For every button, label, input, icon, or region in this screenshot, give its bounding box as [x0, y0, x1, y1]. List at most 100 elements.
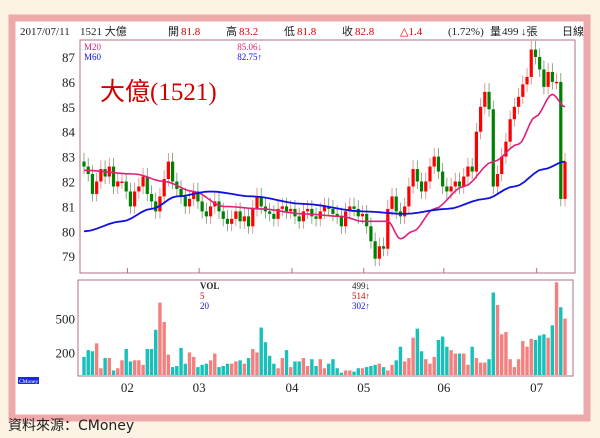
volume-bar — [86, 350, 90, 375]
volume-bar — [546, 337, 550, 375]
volume-bar — [120, 360, 124, 375]
candle — [149, 193, 154, 202]
volume-bar — [229, 363, 234, 375]
price-panel — [79, 39, 576, 274]
price-tick-label: 82 — [62, 175, 75, 190]
candle — [272, 213, 276, 219]
volume-bar — [124, 349, 128, 375]
ma60-legend-label: M60 — [84, 52, 102, 62]
low-label: 低 — [284, 25, 295, 38]
month-label: 02 — [121, 380, 134, 395]
candle — [474, 131, 478, 172]
price-tick-label: 79 — [62, 249, 75, 264]
volume-bar — [149, 349, 154, 375]
volume-bar — [242, 363, 247, 375]
volume-bar — [369, 365, 373, 375]
volume-bar — [559, 307, 563, 375]
volume-bar — [225, 363, 230, 375]
candle — [457, 181, 462, 187]
volume-bar — [284, 350, 289, 375]
candle — [365, 213, 369, 227]
candle — [432, 156, 436, 167]
candle — [559, 81, 563, 199]
volume-bar — [483, 362, 487, 375]
candle — [82, 161, 86, 167]
volume-bar — [343, 370, 348, 375]
volume-bar — [339, 372, 344, 375]
volume-bar — [407, 358, 411, 375]
candle — [217, 201, 221, 212]
candle — [491, 109, 495, 187]
candle — [360, 213, 365, 217]
candle — [369, 226, 373, 242]
candle — [154, 201, 158, 212]
volume-bar — [445, 346, 449, 375]
volume-bar — [305, 365, 310, 375]
volume-legend: VOL 499↓ 5 514↑ 20 302↑ — [197, 281, 372, 312]
month-label: 07 — [530, 380, 544, 395]
volume-bar — [331, 359, 335, 375]
candle — [196, 191, 200, 202]
candle — [390, 196, 394, 209]
volume-bar — [491, 292, 495, 375]
ma20-legend-label: M20 — [84, 42, 102, 52]
candle — [255, 196, 259, 209]
volume-bar — [529, 338, 533, 375]
candle — [192, 191, 196, 199]
candle — [90, 174, 95, 194]
volume-bar — [94, 343, 99, 375]
candle — [542, 69, 546, 87]
volume-bar — [415, 328, 420, 375]
volume-bar — [500, 334, 504, 375]
volume-bar — [470, 346, 474, 375]
candle — [242, 216, 246, 222]
candle — [356, 208, 360, 217]
month-label: 04 — [285, 380, 299, 395]
volume-bar — [272, 363, 276, 375]
candle — [289, 208, 293, 212]
candle — [407, 186, 411, 207]
candle — [563, 161, 567, 199]
volume-bar — [432, 356, 436, 375]
price-tick-label: 86 — [62, 75, 76, 90]
volume-bar — [550, 325, 555, 375]
candle — [394, 196, 398, 212]
volume-bar — [335, 368, 339, 375]
candle — [466, 166, 470, 177]
candle — [415, 169, 419, 182]
volume-bar — [116, 368, 120, 375]
candle — [373, 241, 377, 259]
volume-bar — [322, 368, 327, 375]
ma60-line — [83, 160, 566, 233]
vol-ma20-label: 20 — [200, 301, 210, 311]
vol-ma5-label: 5 — [200, 291, 205, 301]
candle — [500, 156, 504, 175]
candle — [99, 169, 103, 182]
volume-bar — [183, 363, 187, 375]
volume-bar — [424, 359, 428, 375]
volume-bar — [525, 346, 529, 375]
candle — [310, 208, 314, 217]
volume-bar — [453, 353, 457, 375]
candle — [187, 198, 192, 207]
candle — [516, 96, 521, 107]
volume-bar — [314, 365, 318, 375]
volume-bar — [255, 352, 259, 375]
candle — [171, 161, 175, 182]
candle — [208, 206, 213, 217]
volume-bar — [276, 368, 280, 375]
candle — [166, 161, 170, 180]
volume-bar — [512, 367, 517, 375]
candle — [234, 211, 238, 219]
volume-bar — [377, 363, 382, 375]
volume-bar — [508, 359, 512, 375]
volume-bar — [251, 349, 255, 375]
candle — [95, 181, 99, 194]
volume-bar — [145, 349, 149, 375]
volume-bar — [166, 354, 171, 375]
volume-bar — [196, 367, 200, 375]
candle — [508, 119, 512, 142]
volume-bar — [280, 358, 285, 375]
candle — [306, 208, 310, 212]
candle — [381, 246, 386, 249]
